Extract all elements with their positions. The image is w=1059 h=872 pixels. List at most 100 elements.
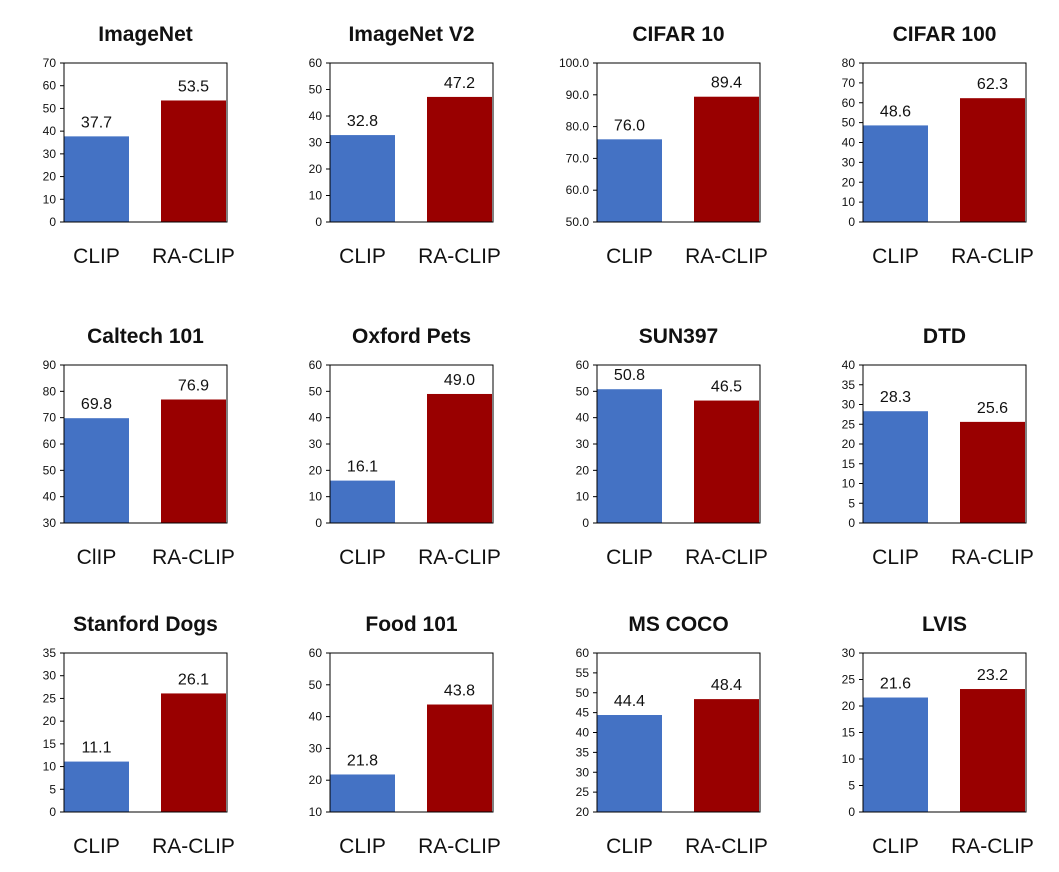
data-label: 23.2 — [977, 667, 1008, 684]
y-tick-label: 40 — [576, 411, 590, 425]
y-tick-label: 30 — [576, 765, 590, 779]
data-label: 76.0 — [614, 117, 645, 134]
y-tick-label: 20 — [842, 437, 856, 451]
y-tick-label: 60 — [576, 358, 590, 372]
chart-title: SUN397 — [639, 325, 718, 348]
bar-clip — [330, 480, 395, 523]
y-tick-label: 40 — [309, 710, 323, 724]
y-tick-label: 0 — [848, 516, 855, 530]
chart-5: Oxford Pets 16.1 CLIP 49.0 RA-CLIP 0 10 20 30 40 5… — [309, 325, 501, 569]
y-tick-label: 30 — [43, 147, 57, 161]
y-tick-label: 0 — [49, 215, 56, 229]
y-tick-label: 35 — [842, 378, 856, 392]
y-tick-label: 50 — [842, 116, 856, 130]
y-tick-label: 0 — [315, 215, 322, 229]
y-tick-label: 5 — [848, 496, 855, 510]
y-tick-label: 50.0 — [566, 215, 590, 229]
chart-title: Stanford Dogs — [73, 613, 218, 636]
y-tick-label: 30 — [576, 437, 590, 451]
y-tick-label: 10 — [43, 192, 57, 206]
bar-raclip — [161, 693, 226, 812]
chart-title: DTD — [923, 325, 966, 348]
y-tick-label: 10 — [842, 477, 856, 491]
y-tick-label: 10 — [309, 805, 323, 819]
category-label: CLIP — [606, 835, 653, 858]
category-label: CLIP — [73, 835, 120, 858]
data-label: 25.6 — [977, 400, 1008, 417]
bar-raclip — [960, 689, 1025, 812]
data-label: 11.1 — [82, 740, 112, 757]
y-tick-label: 70 — [43, 411, 57, 425]
bar-clip — [64, 761, 129, 812]
y-tick-label: 20 — [576, 463, 590, 477]
plot-frame — [329, 652, 494, 813]
y-tick-label: 70.0 — [566, 151, 590, 165]
y-tick-label: 5 — [848, 779, 855, 793]
y-tick-label: 5 — [49, 782, 56, 796]
category-label: RA-CLIP — [685, 546, 768, 569]
y-tick-label: 40 — [842, 136, 856, 150]
category-label: CLIP — [872, 835, 919, 858]
bar-raclip — [960, 421, 1025, 523]
chart-title: Food 101 — [365, 613, 458, 636]
y-tick-label: 90.0 — [566, 88, 590, 102]
y-tick-label: 30 — [842, 398, 856, 412]
chart-title: CIFAR 10 — [632, 23, 724, 46]
bar-raclip — [960, 98, 1025, 222]
y-tick-label: 20 — [576, 805, 590, 819]
y-tick-label: 0 — [315, 516, 322, 530]
category-label: RA-CLIP — [951, 546, 1034, 569]
category-label: RA-CLIP — [152, 245, 235, 268]
y-tick-label: 30 — [43, 669, 57, 683]
category-label: RA-CLIP — [418, 546, 501, 569]
y-tick-label: 25 — [842, 673, 856, 687]
y-tick-label: 20 — [309, 463, 323, 477]
y-tick-label: 15 — [842, 457, 856, 471]
y-tick-label: 0 — [49, 805, 56, 819]
chart-title: Oxford Pets — [352, 325, 471, 348]
category-label: CLIP — [339, 546, 386, 569]
y-tick-label: 15 — [842, 726, 856, 740]
y-tick-label: 20 — [43, 714, 57, 728]
y-tick-label: 60 — [576, 646, 590, 660]
y-tick-label: 30 — [309, 741, 323, 755]
y-tick-label: 35 — [43, 646, 57, 660]
y-tick-label: 60 — [43, 437, 57, 451]
y-tick-label: 15 — [43, 737, 57, 751]
y-tick-label: 25 — [43, 691, 57, 705]
bar-raclip — [161, 399, 226, 523]
bar-raclip — [161, 100, 226, 222]
y-tick-label: 40 — [309, 411, 323, 425]
y-tick-label: 0 — [848, 805, 855, 819]
data-label: 21.8 — [347, 752, 378, 769]
category-label: CLIP — [872, 245, 919, 268]
bar-raclip — [427, 96, 492, 222]
data-label: 44.4 — [614, 693, 645, 710]
y-tick-label: 20 — [842, 175, 856, 189]
y-tick-label: 60 — [309, 56, 323, 70]
bar-clip — [64, 418, 129, 523]
data-label: 16.1 — [347, 459, 378, 476]
y-tick-label: 50 — [576, 384, 590, 398]
bar-clip — [64, 136, 129, 222]
y-tick-label: 10 — [842, 752, 856, 766]
chart-title: MS COCO — [628, 613, 728, 636]
bar-raclip — [694, 699, 759, 812]
bar-raclip — [694, 96, 759, 222]
y-tick-label: 40 — [43, 490, 57, 504]
y-tick-label: 70 — [842, 76, 856, 90]
plot-frame — [596, 62, 761, 223]
data-label: 43.8 — [444, 683, 475, 700]
data-label: 47.2 — [444, 75, 475, 92]
y-tick-label: 30 — [43, 516, 57, 530]
y-tick-label: 60 — [43, 79, 57, 93]
chart-1: ImageNet V2 32.8 CLIP 47.2 RA-CLIP 0 10 20 30 40 5… — [309, 23, 501, 268]
chart-0: ImageNet 37.7 CLIP 53.5 RA-CLIP 0 10 20 30 40 50 60… — [43, 23, 235, 268]
bar-clip — [863, 411, 928, 523]
category-label: RA-CLIP — [685, 245, 768, 268]
data-label: 69.8 — [81, 396, 112, 413]
y-tick-label: 10 — [43, 760, 57, 774]
category-label: CLIP — [872, 546, 919, 569]
bar-clip — [863, 125, 928, 222]
